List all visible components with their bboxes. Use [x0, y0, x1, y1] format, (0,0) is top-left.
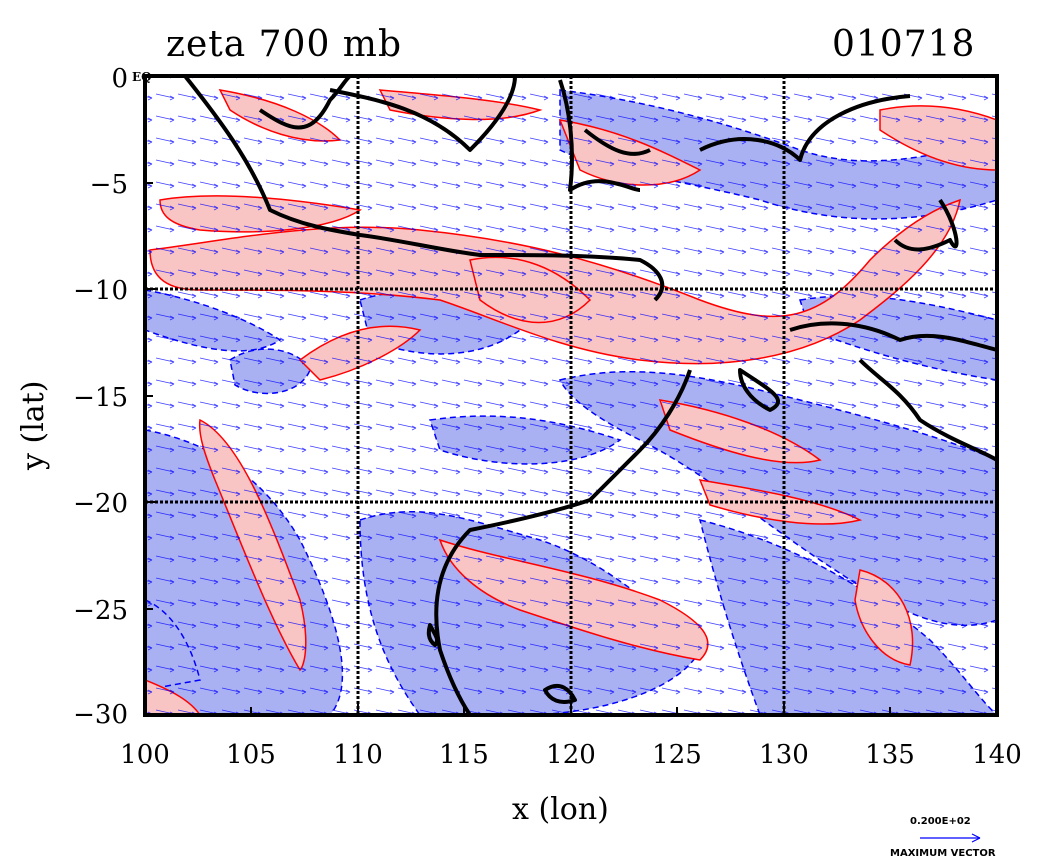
x-tick-label: 125: [652, 740, 702, 770]
x-tick-label: 135: [865, 740, 915, 770]
y-tick-label: −5: [89, 170, 128, 200]
axis-ticks: [144, 75, 998, 715]
map-date: 010718: [832, 24, 976, 65]
vorticity-field: [145, 76, 997, 715]
x-tick-label: 130: [759, 740, 809, 770]
y-tick-label: −30: [73, 700, 128, 730]
equator-label: EQ: [132, 70, 152, 84]
x-tick-label: 110: [333, 740, 383, 770]
y-tick-label: −25: [73, 596, 128, 626]
y-tick-label: 0: [111, 64, 128, 94]
max-vector-caption: MAXIMUM VECTOR: [890, 848, 996, 859]
x-tick-label: 105: [226, 740, 276, 770]
x-axis-label: x (lon): [512, 792, 609, 827]
max-vector-value: 0.200E+02: [910, 816, 971, 827]
x-tick-label: 115: [439, 740, 489, 770]
y-axis-label: y (lat): [16, 380, 51, 470]
coastlines: [183, 76, 997, 715]
y-tick-label: −20: [73, 489, 128, 519]
y-tick-label: −10: [73, 276, 128, 306]
max-vector-arrow: [920, 833, 981, 843]
x-tick-label: 140: [972, 740, 1022, 770]
map-title: zeta 700 mb: [166, 24, 402, 65]
x-tick-label: 100: [120, 740, 170, 770]
y-tick-label: −15: [73, 383, 128, 413]
x-tick-label: 120: [546, 740, 596, 770]
gridlines: [145, 76, 997, 715]
